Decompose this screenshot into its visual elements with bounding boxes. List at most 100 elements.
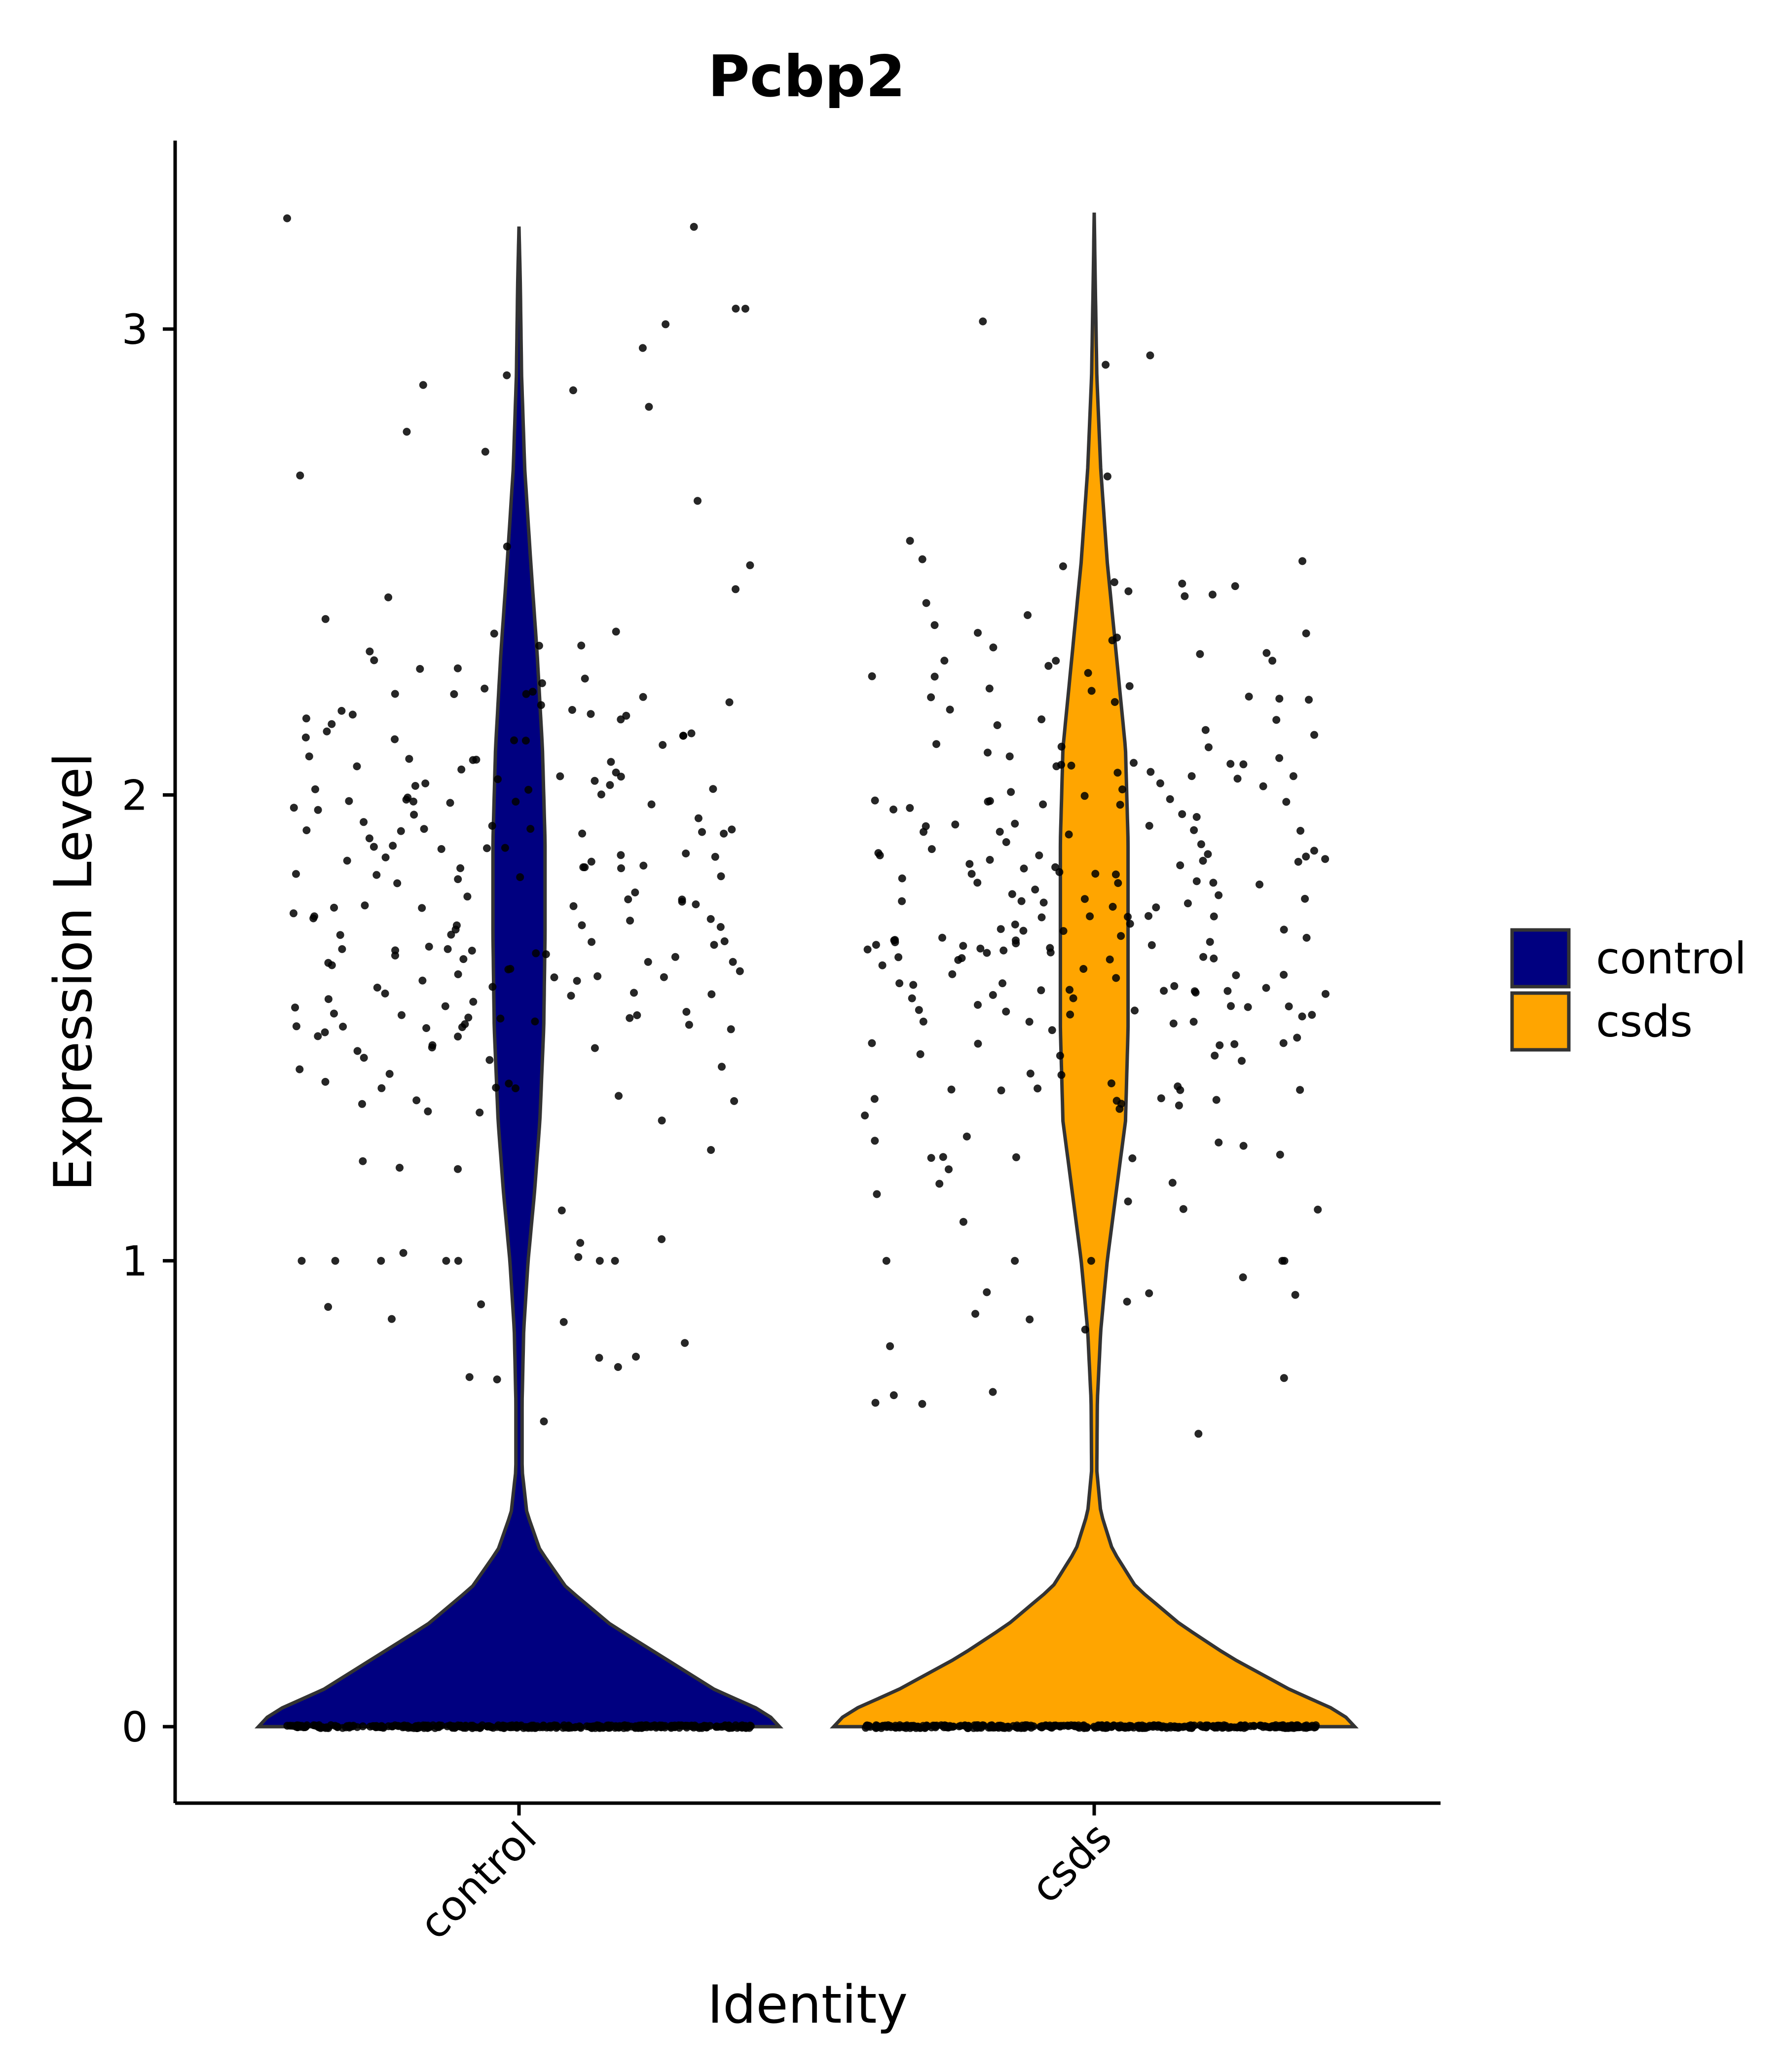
data-point-csds (908, 994, 916, 1002)
data-point-csds (1176, 861, 1184, 869)
data-point-csds (1012, 939, 1020, 948)
data-point-csds (1279, 1039, 1288, 1047)
data-point-control (577, 641, 586, 650)
data-point-csds (988, 1722, 997, 1730)
data-point-csds (927, 1154, 935, 1162)
data-point-csds (1156, 779, 1164, 787)
data-point-control (388, 1315, 396, 1323)
data-point-control (678, 897, 686, 906)
data-point-csds (1116, 1723, 1124, 1732)
data-point-control (381, 853, 390, 861)
data-point-csds (1059, 562, 1067, 570)
data-point-control (662, 320, 670, 329)
data-point-control (613, 1723, 621, 1731)
data-point-csds (997, 925, 1005, 933)
data-point-csds (989, 1388, 997, 1396)
data-point-csds (979, 317, 987, 326)
data-point-csds (1296, 827, 1304, 835)
data-point-control (323, 727, 331, 736)
data-point-control (735, 1723, 742, 1731)
data-point-control (459, 955, 468, 963)
data-point-csds (1170, 982, 1179, 990)
legend: control csds (1510, 928, 1746, 1052)
data-point-csds (1196, 1721, 1204, 1730)
data-point-csds (1211, 1051, 1219, 1060)
data-point-csds (889, 805, 897, 814)
data-point-control (657, 1723, 665, 1731)
data-point-control (690, 222, 698, 231)
data-point-csds (1262, 649, 1271, 657)
data-point-csds (1106, 955, 1114, 963)
data-point-csds (1184, 899, 1192, 908)
data-point-control (476, 1109, 484, 1117)
data-point-csds (961, 1721, 969, 1730)
data-point-csds (1046, 944, 1054, 952)
data-point-control (454, 970, 462, 978)
data-point-control (746, 561, 754, 569)
data-point-control (339, 1023, 347, 1031)
data-point-csds (1285, 1002, 1293, 1010)
legend-swatch-control (1510, 928, 1571, 989)
data-point-csds (1147, 768, 1155, 776)
data-point-control (567, 1723, 576, 1732)
data-point-control (588, 938, 596, 946)
data-point-control (370, 843, 378, 851)
data-point-control (324, 959, 333, 967)
data-point-control (632, 1353, 640, 1361)
data-point-csds (1011, 1257, 1019, 1265)
data-point-csds (1020, 864, 1028, 873)
data-point-csds (1081, 1326, 1089, 1334)
data-point-control (305, 752, 313, 761)
data-point-csds (1230, 1040, 1239, 1048)
data-point-csds (1280, 1257, 1289, 1265)
data-point-csds (1310, 847, 1318, 855)
data-point-csds (1025, 1018, 1034, 1026)
data-point-csds (924, 1722, 932, 1731)
data-point-csds (1117, 932, 1125, 940)
data-point-control (617, 864, 625, 872)
data-point-control (454, 875, 462, 884)
data-point-csds (1226, 760, 1235, 768)
data-point-csds (998, 1722, 1006, 1730)
data-point-control (443, 1722, 451, 1731)
data-point-csds (1110, 698, 1119, 706)
data-point-csds (965, 860, 974, 868)
data-point-csds (1156, 1722, 1164, 1731)
data-point-csds (927, 845, 936, 853)
data-point-control (692, 900, 700, 909)
data-point-control (538, 679, 546, 687)
data-point-csds (1079, 965, 1088, 973)
data-point-control (410, 811, 418, 819)
data-point-csds (1240, 1722, 1249, 1730)
data-point-csds (886, 1342, 894, 1350)
data-point-control (590, 1722, 598, 1731)
data-point-control (456, 864, 465, 872)
data-point-csds (1113, 769, 1122, 777)
data-point-control (526, 825, 535, 833)
data-point-csds (1035, 851, 1043, 859)
data-point-csds (930, 621, 939, 629)
data-point-csds (1110, 578, 1118, 587)
data-point-control (345, 797, 353, 805)
data-point-control (587, 857, 595, 866)
data-point-csds (871, 1137, 879, 1145)
data-point-control (385, 1070, 394, 1078)
data-point-csds (1124, 913, 1132, 921)
data-point-control (521, 737, 530, 745)
data-point-control (337, 706, 346, 715)
data-point-csds (939, 1153, 947, 1161)
data-point-csds (1296, 1086, 1304, 1094)
data-point-csds (1039, 800, 1047, 809)
data-point-control (359, 1157, 367, 1165)
y-tick-label: 3 (122, 305, 148, 354)
data-point-csds (1091, 870, 1100, 878)
data-point-control (595, 1354, 603, 1362)
data-point-csds (935, 1180, 944, 1188)
data-point-csds (1103, 1723, 1111, 1732)
data-point-csds (1301, 894, 1309, 903)
data-point-csds (868, 672, 876, 680)
data-point-csds (1275, 754, 1284, 762)
data-point-csds (959, 942, 967, 950)
data-point-csds (959, 1218, 967, 1226)
data-point-csds (1141, 1723, 1149, 1731)
